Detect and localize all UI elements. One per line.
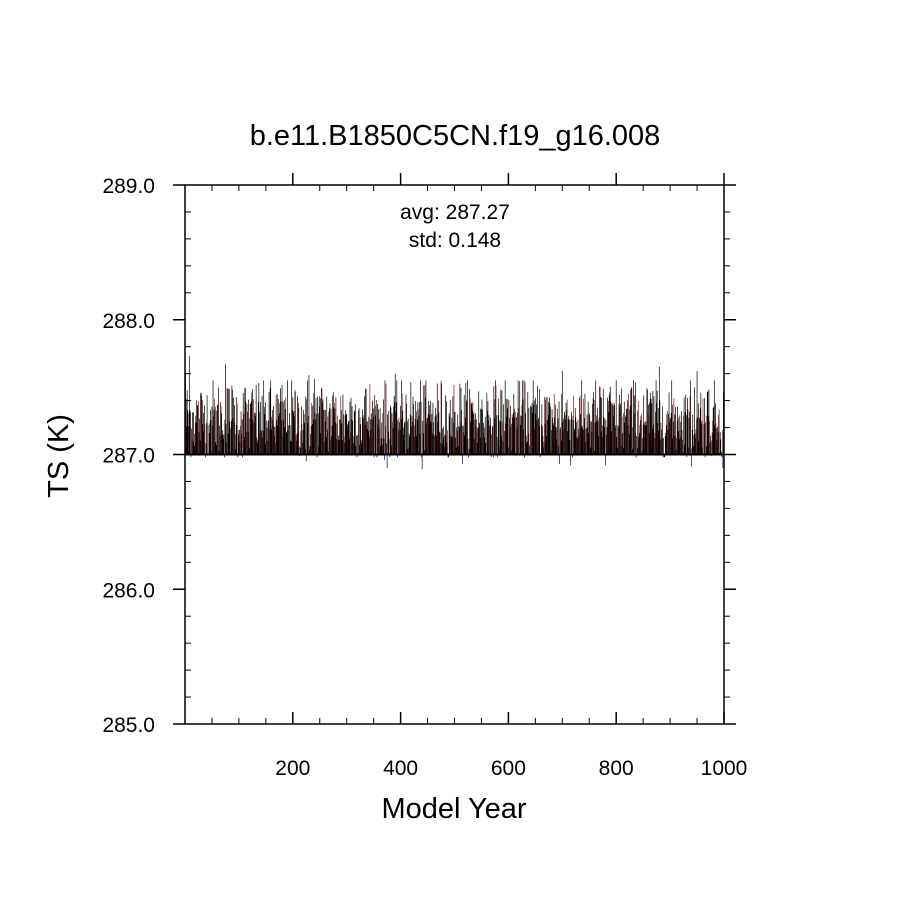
axis-ticks bbox=[173, 173, 736, 725]
axis-tick-labels: 200 400 600 800 1000 285.0 286.0 287.0 288.0 289.… bbox=[102, 175, 747, 780]
x-axis-label: Model Year bbox=[381, 793, 526, 825]
y-tick-label: 289.0 bbox=[102, 175, 155, 198]
x-tick-label: 800 bbox=[599, 757, 634, 780]
y-tick-label: 285.0 bbox=[102, 714, 155, 737]
plot-frame bbox=[184, 184, 725, 725]
chart-title: b.e11.B1850C5CN.f19_g16.008 bbox=[250, 120, 661, 152]
x-tick-label: 1000 bbox=[701, 757, 748, 780]
x-tick-label: 600 bbox=[491, 757, 526, 780]
y-tick-label: 286.0 bbox=[102, 579, 155, 602]
y-axis-label: TS (K) bbox=[43, 414, 75, 498]
stats-avg: avg: 287.27 bbox=[400, 201, 510, 224]
x-tick-label: 200 bbox=[275, 757, 310, 780]
y-tick-label: 287.0 bbox=[102, 445, 155, 468]
x-tick-label: 400 bbox=[383, 757, 418, 780]
y-tick-label: 288.0 bbox=[102, 310, 155, 333]
data-bars bbox=[185, 356, 725, 470]
stats-std: std: 0.148 bbox=[409, 229, 501, 252]
